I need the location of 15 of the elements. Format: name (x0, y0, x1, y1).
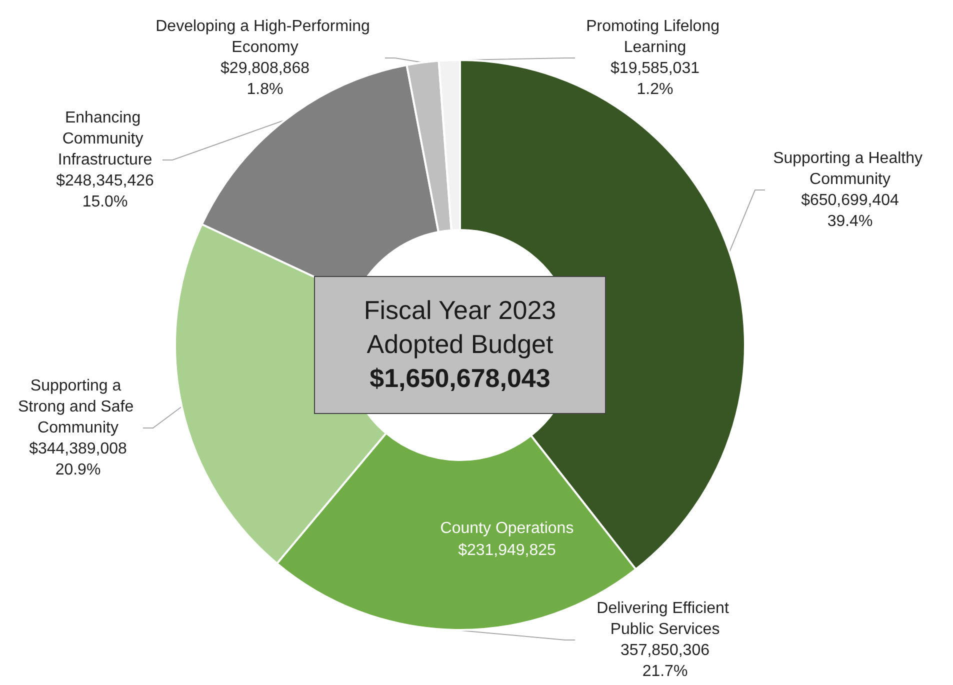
data-label: 357,850,306 21.7% (620, 642, 710, 680)
data-label: $650,699,404 39.4% (801, 192, 900, 230)
data-label: $19,585,031 1.2% (610, 60, 700, 98)
text: Fiscal Year 2023 Adopted Budget (362, 294, 558, 362)
slice-label: Developing a High-Performing Economy (156, 18, 374, 56)
slice-label: Supporting a Healthy Community (773, 150, 927, 188)
text: $1,650,678,043 (370, 362, 550, 395)
data-label: $344,389,008 20.9% (29, 440, 128, 478)
slice-label: Delivering Efficient Public Services (596, 600, 734, 638)
slice-label: Supporting a Strong and Safe Community (18, 378, 138, 436)
slice-label: Enhancing Community Infrastructure (58, 110, 152, 168)
data-label: $248,345,426 15.0% (56, 172, 154, 210)
data-label: $29,808,868 1.8% (220, 60, 310, 98)
slice-label: Promoting Lifelong Learning (586, 18, 724, 56)
text: County Operations $231,949,825 (439, 519, 575, 562)
